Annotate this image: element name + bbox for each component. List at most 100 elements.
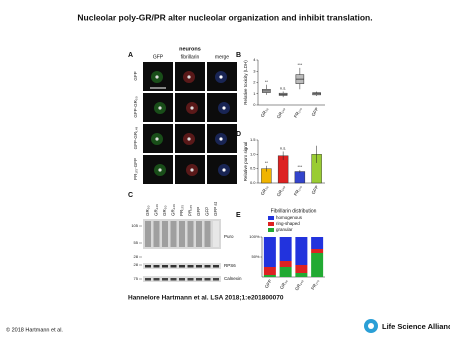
bar-segment [263,267,276,275]
significance: *** [298,164,303,169]
blot-label: Puro [224,234,234,239]
bar-segment [263,237,276,267]
y-tick-label: 0.0 [250,180,256,185]
legend-label: homogenous [276,215,303,220]
y-tick-label: 1.5 [250,137,256,142]
x-tick-label: PR₁₇₅ [310,278,320,290]
blot-band [179,265,185,268]
significance: ** [265,79,269,84]
blot-band [204,265,211,268]
blot-lane [196,221,202,247]
panel-label: C [128,192,133,199]
x-tick-label: GFP [311,185,320,196]
x-tick-label: GR₁₄₉ [276,106,286,119]
blot-band [145,278,151,281]
y-tick-label: 3 [253,68,256,73]
nucleolus [219,75,223,79]
bar [294,171,306,184]
blot-band [145,265,151,268]
row-label: GFP-GR₅₀ [133,96,138,117]
journal-logo: Life Science Alliance [364,319,450,333]
marker-label: 55 [134,240,139,245]
y-tick-label: 1 [253,91,256,96]
bar-segment [295,237,308,265]
bar-segment [311,253,324,277]
lane-label: GFP st [213,201,218,216]
lane-label: GFP [205,207,210,216]
x-tick-label: GR₁₄₉ [276,184,286,197]
micrograph [207,155,237,184]
legend-label: granular [276,227,293,232]
x-tick-label: GR₅₀ [260,106,270,118]
lane-label: GR₁₄₉ [154,204,159,216]
journal-name: Life Science Alliance [382,322,450,331]
blot-lane [145,221,151,247]
blot-band [187,278,194,281]
panel-label: E [236,212,241,219]
column-label: GFP [153,54,164,60]
bar-segment [279,267,292,277]
micrograph [143,155,173,184]
blot-band [204,278,211,281]
lane-label: PR₁₇₅ [179,205,184,216]
y-tick-label: 0.5 [250,166,256,171]
blot-lane [213,221,219,247]
nucleolus [222,106,226,110]
lane-label: PR₁₇₅ [188,205,193,216]
column-label: merge [215,54,229,60]
y-axis-label: Relative toxicity (LDH) [243,60,248,105]
row-label: GFP [133,71,138,80]
lane-label: GR₅₀ [162,205,167,216]
blot-band [162,278,168,281]
bar-segment [279,237,292,261]
y-tick-label: 50% [251,254,259,259]
blot-band [196,265,202,268]
bar-segment [295,265,308,273]
significance: *** [298,62,303,67]
blot-band [196,278,202,281]
lane-label: GR₁₄₉ [171,204,176,216]
micrograph [207,93,237,122]
x-tick-label: GFP [264,279,273,290]
lane-label: GFP [196,207,201,216]
x-tick-label: GR₅₀ [279,278,289,290]
citation: Hannelore Hartmann et al. LSA 2018;1:e20… [128,295,284,302]
x-tick-label: PR₁₇₅ [293,184,303,196]
panel-label: A [128,52,133,59]
significance: n.s. [280,146,286,151]
y-tick-label: 100% [249,234,260,239]
blot-lane [153,221,160,247]
blot-lane [204,221,211,247]
bar-segment [295,273,308,277]
y-tick-label: 0 [253,102,256,107]
x-tick-label: PR₁₇₅ [293,106,303,118]
legend-swatch [268,228,274,232]
blot-lane [187,221,194,247]
blot-band [162,265,168,268]
logo-mark [368,323,374,329]
nucleolus [158,168,162,172]
marker-label: 28 [134,254,139,259]
blot-band [170,265,177,268]
micrograph [175,155,205,184]
bar-segment [311,237,324,249]
blot-band [213,265,219,268]
nucleolus [190,106,194,110]
group-label: neurons [179,46,201,52]
bar-segment [311,249,324,253]
bar-segment [263,275,276,277]
row-label: PR₁₇₅-GFP [133,158,138,180]
y-tick-label: 1.0 [250,151,256,156]
significance: ** [265,160,269,165]
blot-band [213,278,219,281]
x-tick-label: GFP [311,107,320,118]
nucleolus [187,75,191,79]
micrograph [175,93,205,122]
chart-title: Fibrillarin distribution [271,208,317,214]
legend-label: ring-shaped [276,221,300,226]
marker-label: 75 [134,276,139,281]
title: Nucleolar poly-GR/PR alter nucleolar org… [77,12,372,22]
micrograph [143,93,173,122]
significance: n.s. [280,86,286,91]
marker-label: 105 [131,223,138,228]
